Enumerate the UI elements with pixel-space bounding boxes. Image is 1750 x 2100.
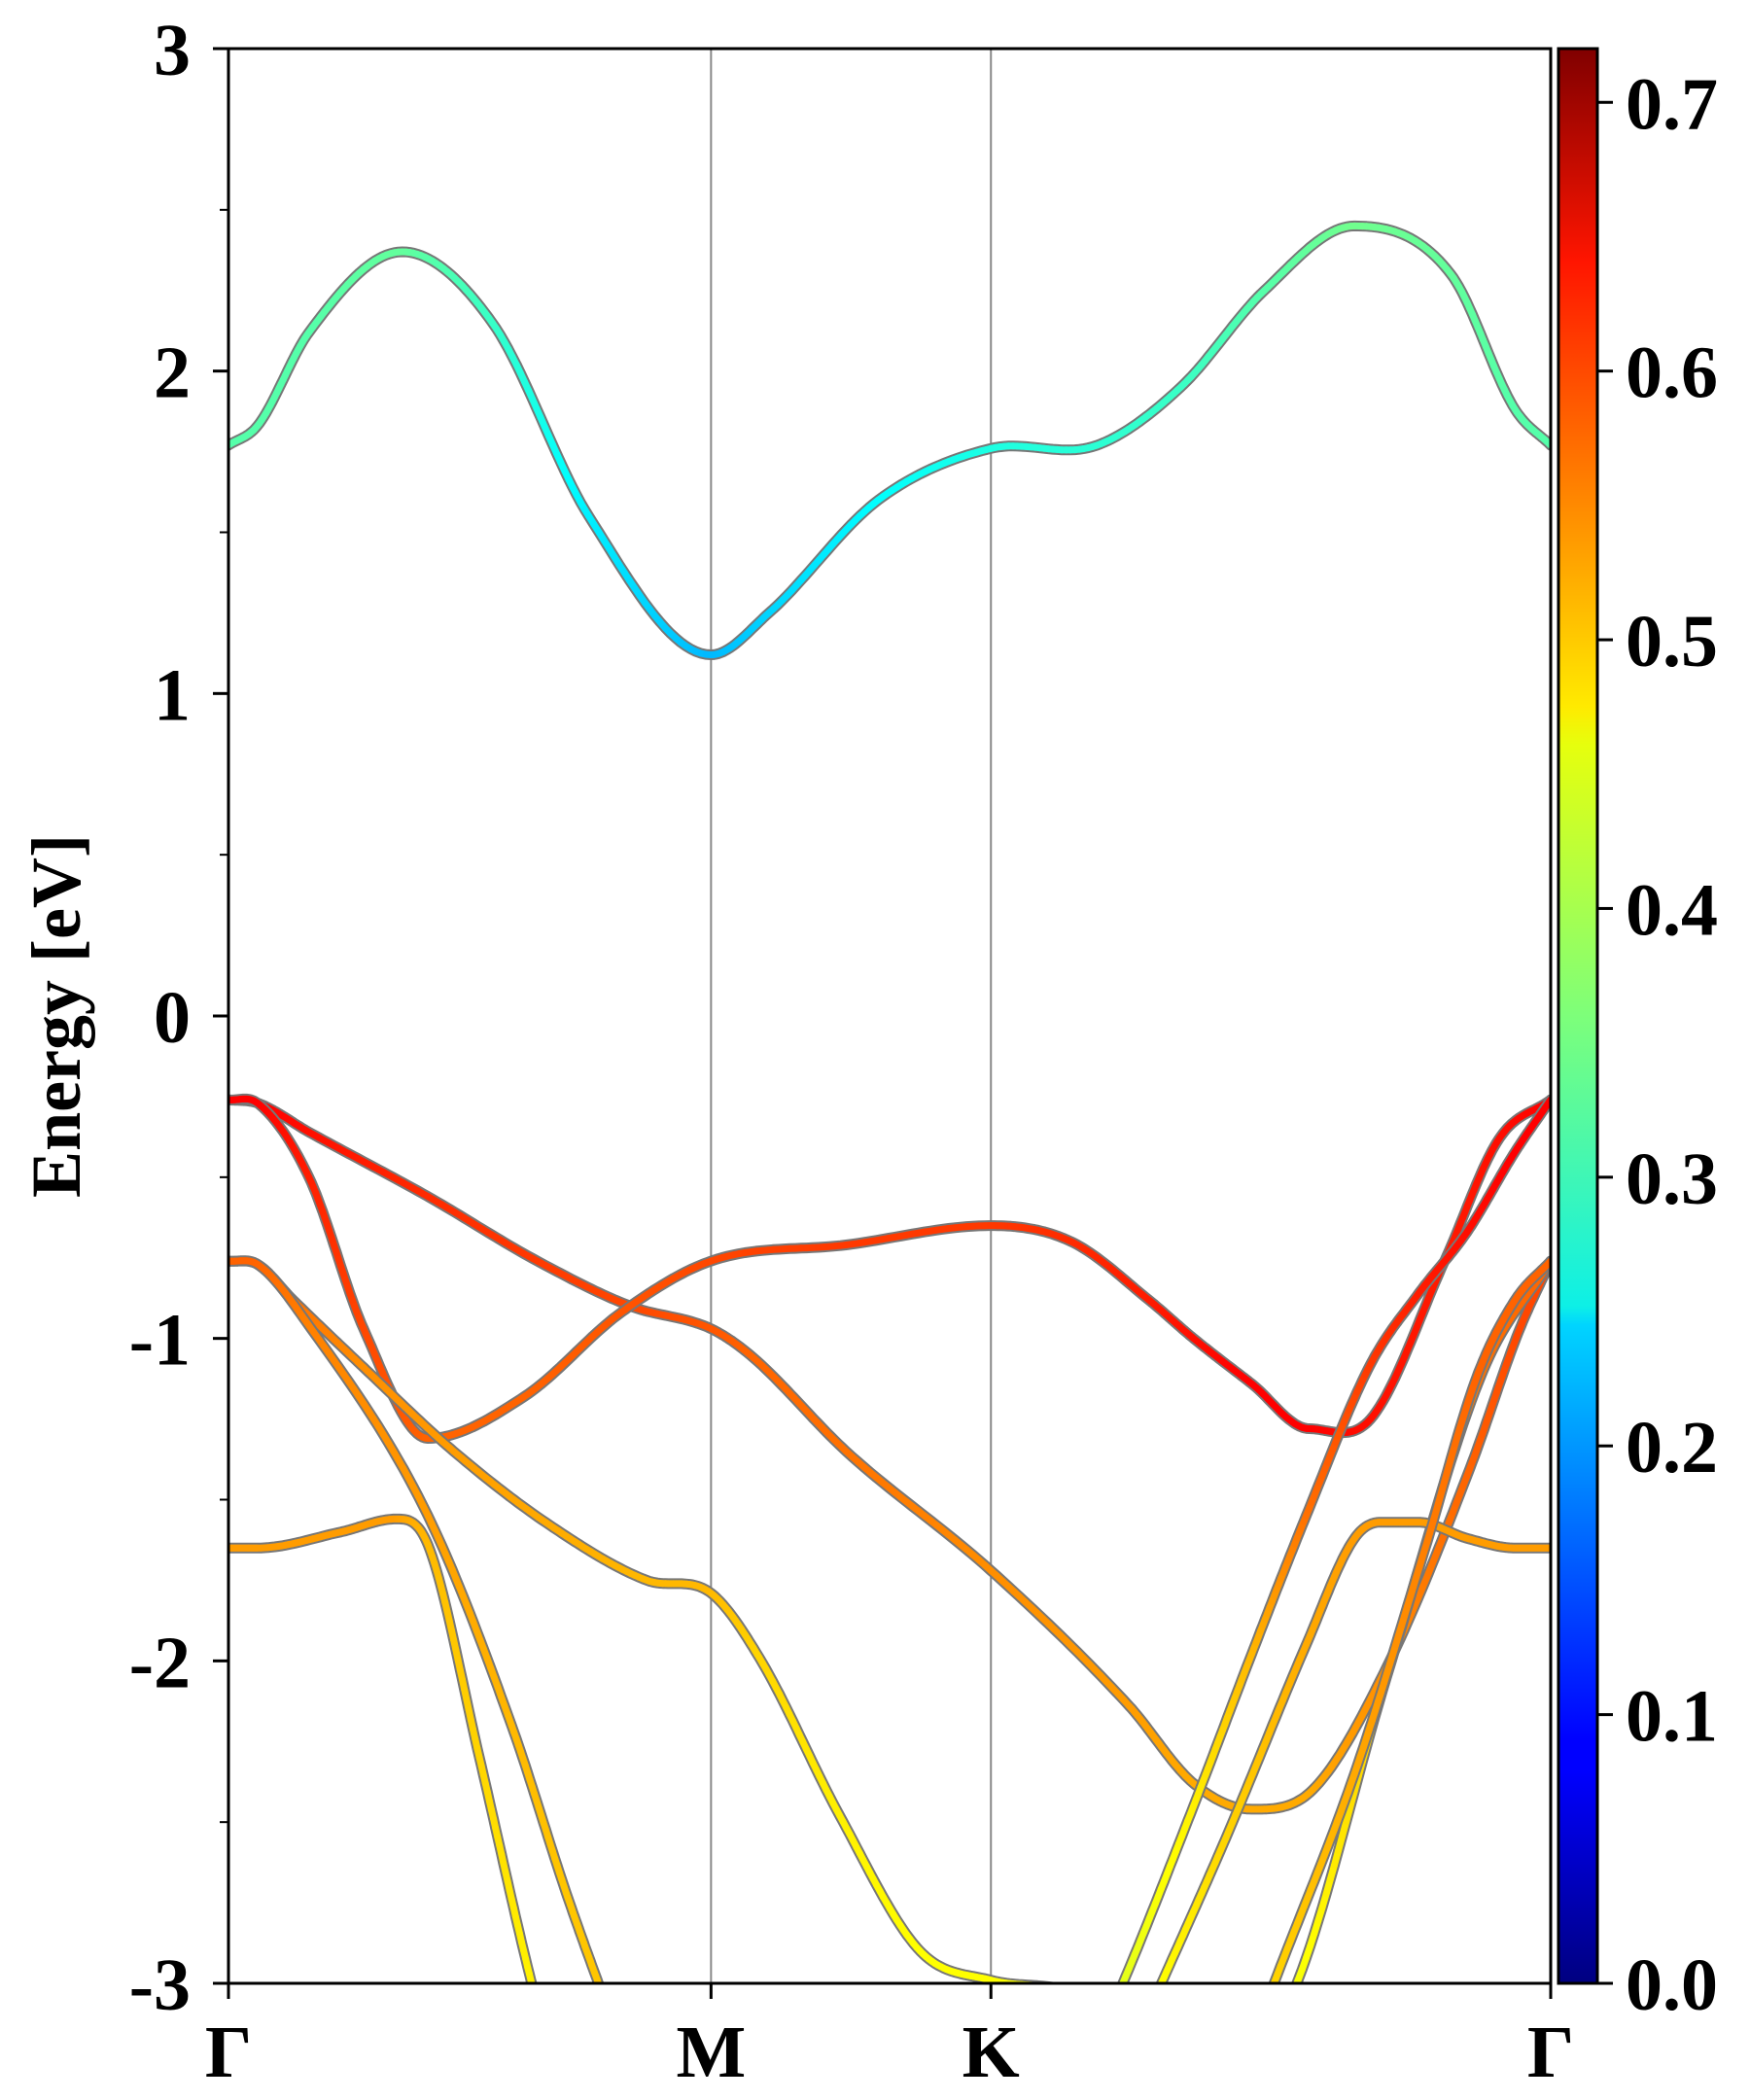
x-tick-label: M — [676, 2012, 746, 2093]
y-tick-label: 2 — [154, 332, 191, 414]
band-6 — [1116, 1094, 1551, 1983]
band-4 — [228, 1255, 605, 1983]
y-tick-label: 1 — [154, 654, 191, 736]
band-7 — [1155, 1517, 1551, 1983]
colorbar-tick-label: 0.6 — [1626, 332, 1718, 414]
x-tick-label: Γ — [1527, 2012, 1574, 2093]
band-5 — [228, 1513, 538, 1983]
colorbar-tick-label: 0.0 — [1626, 1944, 1718, 2026]
band-2 — [228, 1093, 1551, 1444]
high-symmetry-lines — [710, 49, 993, 1983]
y-tick-label: -1 — [129, 1300, 191, 1382]
colorbar-tick-label: 0.2 — [1626, 1407, 1718, 1488]
x-tick-label: K — [962, 2012, 1020, 2093]
colorbar-tick-label: 0.1 — [1626, 1676, 1718, 1758]
y-tick-label: -3 — [129, 1944, 191, 2026]
colorbar-tick-label: 0.5 — [1626, 601, 1718, 682]
y-axis: -3 -2 -1 0 1 2 3 — [129, 10, 228, 2026]
band-lines — [228, 220, 1551, 1983]
band-8 — [1268, 1255, 1551, 1983]
y-tick-label: 3 — [154, 10, 191, 91]
y-axis-title: Energy [eV] — [18, 834, 95, 1198]
colorbar-tick-label: 0.3 — [1626, 1138, 1718, 1220]
colorbar-tick-label: 0.7 — [1626, 63, 1718, 145]
band-0 — [228, 220, 1551, 660]
x-tick-label: Γ — [205, 2012, 252, 2093]
y-tick-label: 0 — [154, 977, 191, 1059]
colorbar — [1557, 47, 1599, 1985]
y-tick-label: -2 — [129, 1622, 191, 1703]
colorbar-ticks: 0.0 0.1 0.2 0.3 0.4 0.5 0.6 0.7 — [1597, 63, 1718, 2026]
colorbar-tick-label: 0.4 — [1626, 869, 1718, 951]
